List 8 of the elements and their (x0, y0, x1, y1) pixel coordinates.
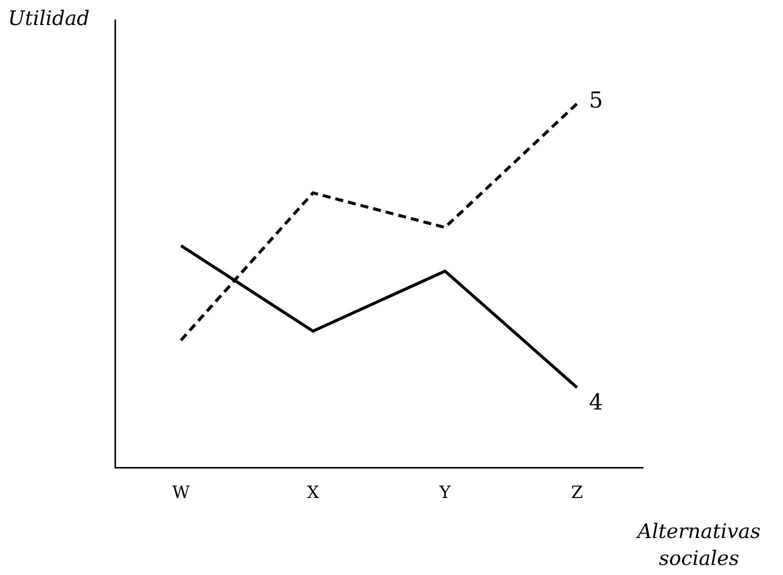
x-tick-label: X (306, 483, 320, 504)
series-label: 5 (589, 88, 603, 114)
series-label: 4 (589, 390, 603, 416)
x-tick-label: Z (571, 483, 584, 504)
x-tick-label: Y (438, 483, 452, 504)
x-axis-title: Alternativas sociales (635, 518, 762, 572)
x-tick-label: W (172, 483, 190, 504)
y-axis-title: Utilidad (8, 6, 90, 30)
